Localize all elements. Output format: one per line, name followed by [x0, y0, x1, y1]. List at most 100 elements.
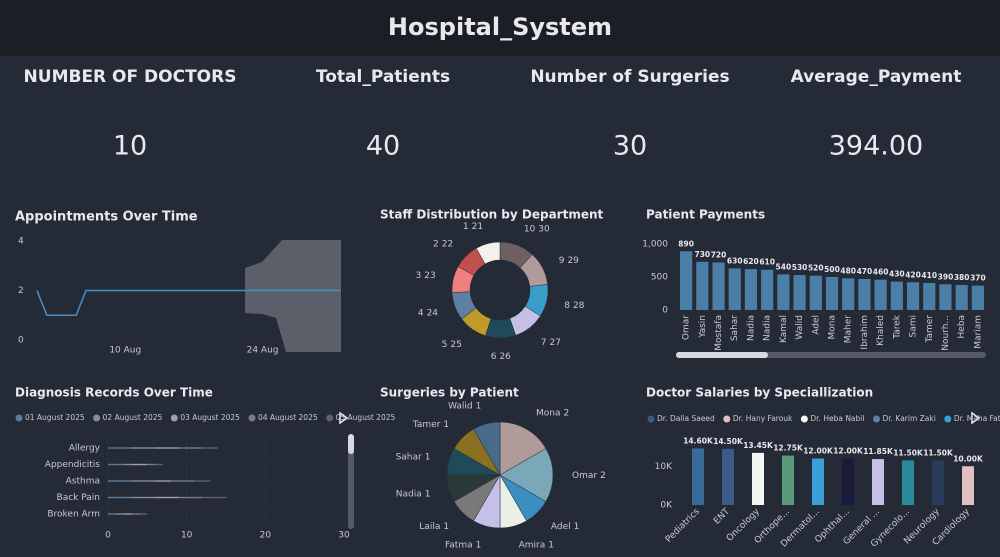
- y-tick-label: Allergy: [69, 444, 101, 454]
- bar-segment: [139, 513, 148, 515]
- chart-title: Staff Distribution by Department: [380, 208, 604, 222]
- scrollbar-track[interactable]: [348, 434, 354, 529]
- y-tick-label: Broken Arm: [47, 510, 100, 520]
- legend-label: Dr. Hany Farouk: [733, 414, 793, 423]
- y-tick-label: 10K: [655, 462, 673, 472]
- x-tick-label: 20: [260, 531, 272, 541]
- x-tick-label: 0: [105, 531, 111, 541]
- x-tick-label: Adel: [811, 315, 821, 335]
- slice-value: 29: [567, 255, 579, 265]
- x-tick-label: Walid: [795, 315, 805, 340]
- bar-segment: [131, 480, 156, 482]
- slice-value: 21: [472, 222, 483, 232]
- legend-next[interactable]: [971, 411, 981, 425]
- x-tick-label: Ibrahim: [860, 315, 870, 350]
- slice-label: Walid 1: [448, 401, 481, 411]
- bar-segment: [202, 447, 219, 449]
- slice-label: 6 26: [491, 351, 511, 361]
- bar-segment: [147, 463, 156, 466]
- legend-label: 01 August 2025: [25, 413, 85, 422]
- data-label: 620: [743, 257, 759, 266]
- x-tick-label: Mostafa: [714, 315, 724, 351]
- header-bar: [0, 0, 1000, 56]
- kpi-label: Number of Surgeries: [530, 67, 729, 87]
- legend-label: Dr. Heba Nabil: [810, 414, 864, 423]
- slice-category: 3: [416, 271, 422, 281]
- kpi-label: Total_Patients: [316, 67, 450, 87]
- slice: [499, 448, 554, 502]
- slice-label: Adel 1: [551, 521, 579, 531]
- slice-category: 8: [564, 300, 570, 310]
- slice-value: 1: [548, 540, 554, 550]
- slice-value: 22: [442, 239, 453, 249]
- legend-swatch: [326, 414, 334, 422]
- bar: [906, 282, 920, 310]
- kpi-value: 40: [366, 131, 400, 162]
- data-label: 540: [776, 262, 792, 271]
- data-label: 460: [873, 268, 889, 277]
- bar: [777, 274, 790, 310]
- x-tick-label: Kamal: [779, 315, 789, 343]
- data-label: 720: [711, 250, 727, 259]
- bar-segment: [170, 480, 195, 482]
- data-label: 10.00K: [953, 454, 984, 463]
- slice-value: 1: [476, 540, 482, 550]
- scrollbar-thumb[interactable]: [348, 434, 354, 454]
- y-tick-label: 2: [18, 286, 24, 296]
- slice-category: Sahar: [396, 452, 422, 462]
- x-tick-label: Heba: [957, 315, 967, 339]
- data-label: 610: [759, 258, 775, 267]
- x-tick-label: Yasin: [698, 315, 708, 339]
- data-label: 730: [694, 250, 710, 259]
- bar: [782, 455, 794, 505]
- bar-segment: [155, 496, 179, 499]
- slice-label: Mona 2: [536, 408, 569, 418]
- slice-label: Nadia 1: [396, 489, 431, 499]
- data-label: 420: [905, 270, 921, 279]
- x-tick-label: Khaled: [876, 315, 886, 346]
- chart-title: Surgeries by Patient: [380, 386, 519, 400]
- bar-segment: [108, 513, 116, 515]
- y-tick-label: 1,000: [642, 240, 668, 250]
- legend-label: 04 August 2025: [258, 413, 318, 422]
- bar-segment: [108, 463, 124, 466]
- bar-segment: [123, 513, 132, 515]
- bar: [955, 284, 968, 310]
- bar-segment: [131, 496, 156, 499]
- kpi-value: 30: [613, 131, 647, 162]
- slice-label: 3 23: [416, 271, 436, 281]
- bar: [752, 452, 764, 505]
- x-tick-label: Nadia: [746, 315, 756, 341]
- bar: [890, 281, 903, 310]
- scrollbar-thumb[interactable]: [676, 352, 768, 358]
- x-tick-label: Sami: [909, 315, 919, 338]
- chart-title: Patient Payments: [646, 208, 765, 222]
- y-tick-label: Asthma: [66, 477, 100, 487]
- bar: [939, 284, 952, 310]
- legend-swatch: [944, 415, 952, 423]
- slice: [473, 421, 501, 476]
- legend-next[interactable]: [339, 411, 349, 425]
- x-tick-label: 30: [338, 531, 350, 541]
- bar-segment: [131, 513, 140, 515]
- slice-category: Omar: [572, 471, 597, 481]
- bar: [793, 275, 806, 310]
- kpi-value: 394.00: [829, 131, 923, 162]
- slice-value: 1: [476, 401, 482, 411]
- slice-value: 25: [450, 339, 461, 349]
- data-label: 13.45K: [743, 441, 774, 450]
- slice-category: 2: [433, 239, 439, 249]
- data-label: 11.85K: [863, 447, 894, 456]
- x-tick-label: 10 Aug: [109, 346, 141, 356]
- bar: [712, 262, 725, 310]
- data-label: 410: [921, 271, 937, 280]
- legend-swatch: [647, 415, 655, 423]
- x-tick-label: Nadia: [763, 315, 773, 341]
- bar-segment: [194, 480, 211, 482]
- kpi-label: NUMBER OF DOCTORS: [24, 67, 237, 87]
- data-label: 530: [792, 263, 808, 272]
- slice-value: 24: [427, 308, 439, 318]
- slice-category: 9: [559, 255, 565, 265]
- data-label: 14.50K: [713, 437, 744, 446]
